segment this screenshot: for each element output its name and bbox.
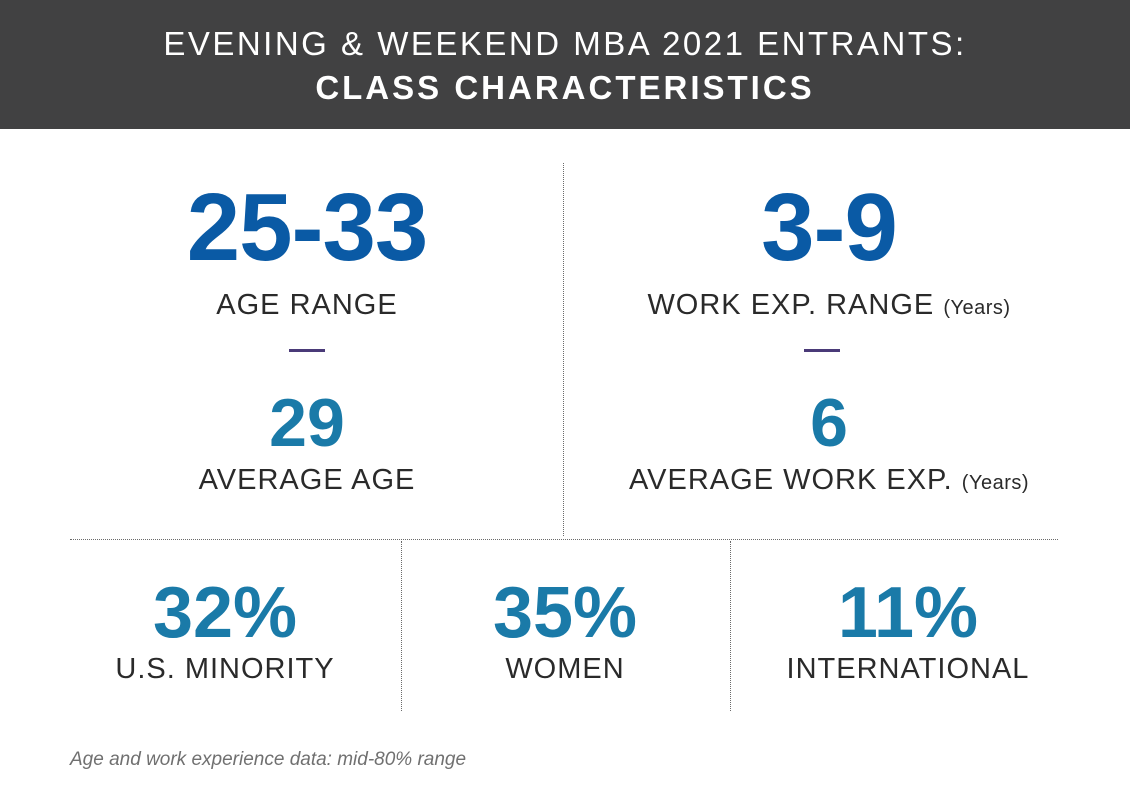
age-range-value: 25-33: [186, 174, 429, 281]
center-divider: [563, 163, 564, 536]
international-label: INTERNATIONAL: [786, 653, 1030, 685]
work-range-label-line: WORK EXP. RANGE (Years): [604, 288, 1054, 325]
women-label: WOMEN: [505, 653, 625, 685]
work-range-unit: (Years): [943, 297, 1011, 319]
footnote: Age and work experience data: mid-80% ra…: [70, 749, 467, 770]
age-divider-dash: [289, 349, 325, 352]
work-range-label: WORK EXP. RANGE: [647, 289, 935, 321]
work-divider-dash: [804, 349, 840, 352]
average-work-value: 6: [810, 385, 848, 461]
minority-label: U.S. MINORITY: [115, 653, 335, 685]
average-work-unit: (Years): [961, 472, 1030, 494]
average-work-label: AVERAGE WORK EXP.: [628, 464, 953, 496]
average-work-label-line: AVERAGE WORK EXP. (Years): [604, 463, 1054, 500]
minority-value: 32%: [152, 573, 298, 653]
women-value: 35%: [492, 573, 638, 653]
international-value: 11%: [837, 573, 979, 653]
work-range-value: 3-9: [761, 174, 898, 281]
average-age-label: AVERAGE AGE: [198, 464, 416, 496]
header-title: EVENING & WEEKEND MBA 2021 ENTRANTS:: [163, 25, 967, 62]
stat-divider-left: [401, 541, 402, 711]
stat-divider-right: [730, 541, 731, 711]
row-divider: [70, 539, 1058, 540]
average-age-value: 29: [269, 385, 345, 461]
age-range-label: AGE RANGE: [216, 289, 398, 321]
header-subtitle: CLASS CHARACTERISTICS: [315, 69, 815, 106]
header-banner: EVENING & WEEKEND MBA 2021 ENTRANTS: CLA…: [0, 0, 1130, 129]
